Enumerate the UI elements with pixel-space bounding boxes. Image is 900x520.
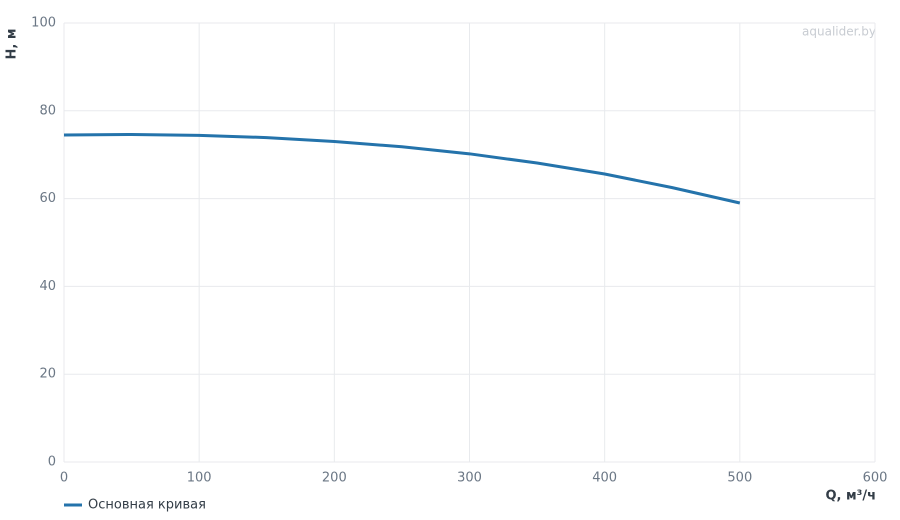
x-axis-label: Q, м³/ч (825, 489, 876, 504)
y-tick-label: 60 (39, 191, 56, 206)
y-tick-label: 80 (39, 103, 56, 118)
line-series (63, 133, 741, 205)
watermark: aqualider.by (802, 25, 876, 39)
y-axis-label: H, м (5, 29, 20, 60)
y-tick-label: 40 (39, 279, 56, 294)
y-tick-label: 100 (31, 16, 56, 31)
y-tick-label: 0 (48, 455, 56, 470)
x-tick-label: 600 (863, 471, 888, 486)
x-tick-label: 300 (457, 471, 482, 486)
x-tick-label: 400 (592, 471, 617, 486)
x-tick-label: 500 (727, 471, 752, 486)
x-tick-label: 100 (187, 471, 212, 486)
x-tick-label: 0 (60, 471, 68, 486)
y-tick-label: 20 (39, 367, 56, 382)
legend-label[interactable]: Основная кривая (88, 498, 206, 513)
x-tick-label: 200 (322, 471, 347, 486)
